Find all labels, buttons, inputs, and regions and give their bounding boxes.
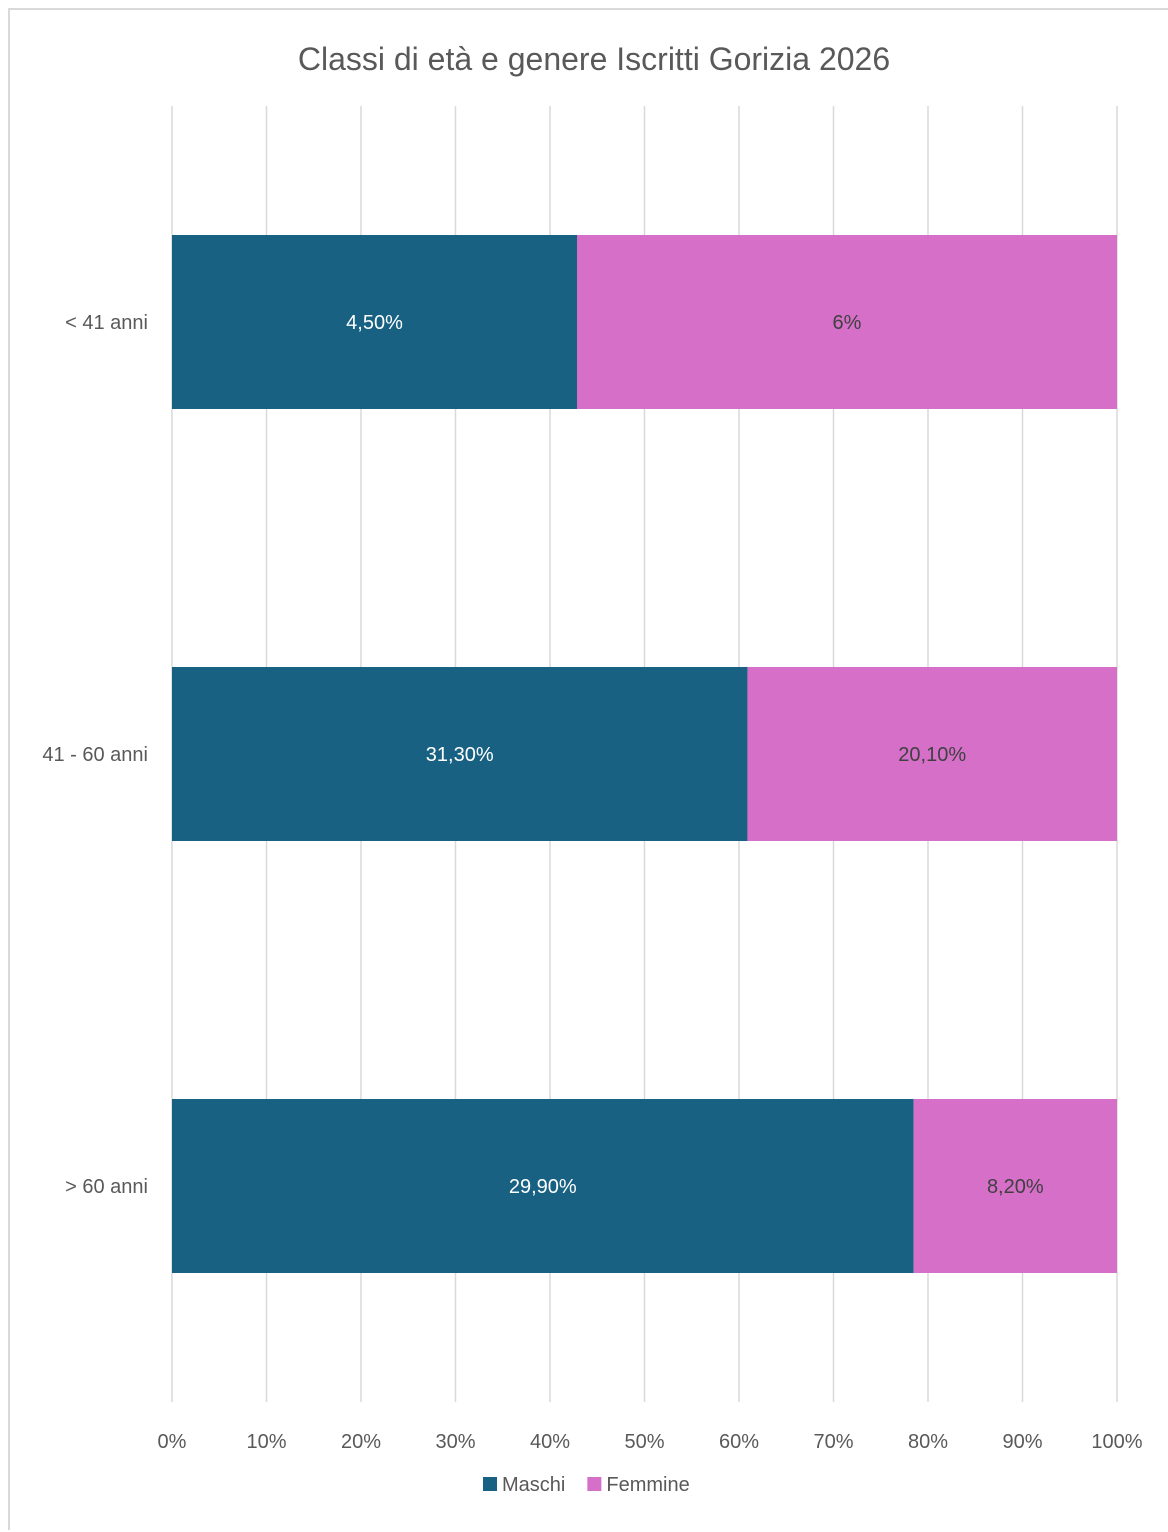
data-label: 20,10% <box>898 744 966 766</box>
x-tick-label: 10% <box>246 1431 286 1453</box>
bar-segment-femmine <box>747 667 1117 841</box>
category-label: 41 - 60 anni <box>42 744 148 766</box>
x-tick-label: 0% <box>158 1431 187 1453</box>
chart-svg: Classi di età e genere Iscritti Gorizia … <box>42 41 1143 1496</box>
bar-segment-femmine <box>913 1099 1117 1273</box>
x-tick-label: 90% <box>1002 1431 1042 1453</box>
x-tick-labels: 0% 10% 20% 30% 40% 50% 60% 70% 80% 90% 100% <box>158 1431 1143 1453</box>
bar-segment-femmine <box>577 235 1117 409</box>
data-label: 31,30% <box>426 744 494 766</box>
x-tick-label: 100% <box>1091 1431 1142 1453</box>
legend-swatch-maschi <box>483 1477 497 1491</box>
x-tick-label: 60% <box>719 1431 759 1453</box>
data-label: 4,50% <box>346 312 403 334</box>
data-labels: 4,50% 6% 31,30% 20,10% 29,90% 8,20% <box>346 312 1044 1198</box>
x-tick-label: 80% <box>908 1431 948 1453</box>
bar-segment-maschi <box>172 1099 914 1273</box>
data-label: 29,90% <box>509 1176 577 1198</box>
bars <box>172 235 1117 1273</box>
bar-segment-maschi <box>172 235 577 409</box>
category-label: < 41 anni <box>65 312 148 334</box>
chart-title: Classi di età e genere Iscritti Gorizia … <box>298 41 890 77</box>
x-tick-label: 50% <box>624 1431 664 1453</box>
legend-label-maschi: Maschi <box>502 1474 565 1496</box>
x-tick-label: 40% <box>530 1431 570 1453</box>
x-tick-label: 70% <box>813 1431 853 1453</box>
legend-swatch-femmine <box>587 1477 602 1491</box>
chart-frame: Classi di età e genere Iscritti Gorizia … <box>8 8 1168 1530</box>
category-labels: < 41 anni 41 - 60 anni > 60 anni <box>42 312 148 1198</box>
data-label: 6% <box>833 312 862 334</box>
legend-label-femmine: Femmine <box>606 1474 689 1496</box>
x-tick-label: 20% <box>341 1431 381 1453</box>
legend: Maschi Femmine <box>483 1474 690 1496</box>
category-label: > 60 anni <box>65 1176 148 1198</box>
x-tick-label: 30% <box>435 1431 475 1453</box>
bar-segment-maschi <box>172 667 748 841</box>
data-label: 8,20% <box>987 1176 1044 1198</box>
